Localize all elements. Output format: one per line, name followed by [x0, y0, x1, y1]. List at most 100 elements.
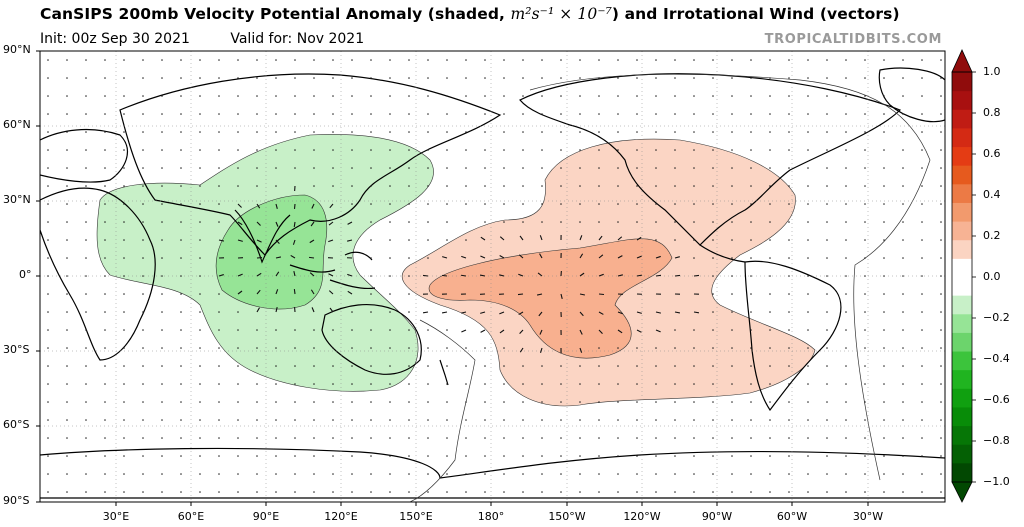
wind-vector — [769, 329, 771, 331]
wind-vector — [237, 203, 242, 208]
wind-vector — [788, 455, 790, 457]
wind-vector — [712, 131, 714, 133]
wind-vector — [864, 257, 866, 259]
wind-vector — [180, 473, 182, 475]
wind-vector — [389, 221, 391, 223]
wind-vector — [845, 167, 847, 169]
wind-vector — [218, 203, 220, 205]
wind-vector — [921, 365, 923, 367]
wind-vector — [539, 347, 543, 353]
wind-vector — [731, 239, 733, 241]
wind-vector — [522, 149, 524, 151]
wind-vector — [290, 254, 296, 259]
wind-vector — [636, 347, 638, 349]
colorbar-label: 0.4 — [983, 188, 1001, 201]
colorbar-segment — [952, 165, 972, 185]
wind-vector — [142, 257, 144, 259]
wind-vector — [408, 221, 410, 223]
wind-vector — [731, 347, 733, 349]
wind-vector — [636, 311, 642, 314]
wind-vector — [408, 383, 410, 385]
wind-vector — [446, 185, 448, 187]
wind-vector — [142, 365, 144, 367]
wind-vector — [750, 131, 752, 133]
wind-vector — [921, 347, 923, 349]
colorbar-label: 0.8 — [983, 106, 1001, 119]
wind-vector — [845, 365, 847, 367]
wind-vector — [636, 274, 643, 277]
wind-vector — [85, 167, 87, 169]
wind-vector — [693, 455, 695, 457]
wind-vector — [199, 221, 201, 223]
wind-vector — [883, 95, 885, 97]
wind-vector — [427, 257, 429, 259]
wind-vector — [674, 491, 676, 493]
wind-vector — [427, 167, 429, 169]
wind-vector — [788, 221, 790, 223]
wind-vector — [85, 113, 87, 115]
wind-vector — [845, 275, 847, 277]
wind-vector — [769, 95, 771, 97]
wind-vector — [47, 131, 49, 133]
wind-vector — [921, 293, 923, 295]
wind-vector — [104, 59, 106, 61]
wind-vector — [807, 419, 809, 421]
axis-ticks — [36, 50, 869, 506]
wind-vector — [256, 383, 258, 385]
colorbar-segment — [952, 183, 972, 203]
wind-vector — [484, 167, 486, 169]
wind-vector — [427, 419, 429, 421]
wind-vector — [674, 221, 676, 223]
wind-vector — [636, 491, 638, 493]
wind-vector — [826, 275, 828, 277]
wind-vector — [66, 203, 68, 205]
wind-vector — [674, 95, 676, 97]
wind-vector — [47, 203, 49, 205]
wind-vector — [807, 167, 809, 169]
wind-vector — [598, 419, 600, 421]
wind-vector — [161, 455, 163, 457]
wind-vector — [845, 491, 847, 493]
wind-vector — [332, 401, 334, 403]
wind-vector — [845, 131, 847, 133]
wind-vector — [123, 257, 125, 259]
wind-vector — [883, 311, 885, 313]
lat-label-30n: 30°N — [3, 193, 31, 206]
wind-vector — [47, 239, 49, 241]
wind-vector — [807, 239, 809, 241]
wind-vector — [85, 437, 87, 439]
wind-vector — [237, 185, 239, 187]
wind-vector — [636, 149, 638, 151]
wind-vector — [484, 113, 486, 115]
colorbar-segment — [952, 146, 972, 166]
wind-vector — [461, 311, 467, 314]
wind-vector — [807, 365, 809, 367]
wind-vector — [864, 95, 866, 97]
wind-vector — [47, 257, 49, 259]
wind-vector — [161, 329, 163, 331]
wind-vector — [940, 149, 942, 151]
wind-vector — [503, 473, 505, 475]
wind-vector — [484, 131, 486, 133]
wind-vector — [921, 419, 923, 421]
wind-vector — [579, 185, 581, 187]
wind-vector — [636, 131, 638, 133]
wind-vector — [104, 311, 106, 313]
wind-vector — [921, 113, 923, 115]
wind-vector — [598, 401, 600, 403]
wind-vector — [541, 203, 543, 205]
wind-vector — [199, 329, 201, 331]
wind-vector — [940, 185, 942, 187]
wind-vector — [85, 401, 87, 403]
wind-vector — [940, 419, 942, 421]
wind-vector — [479, 274, 486, 277]
wind-vector — [921, 149, 923, 151]
wind-vector — [541, 185, 543, 187]
wind-vector — [294, 437, 296, 439]
wind-vector — [519, 329, 524, 335]
wind-vector — [731, 257, 733, 259]
wind-vector — [693, 437, 695, 439]
wind-vector — [161, 473, 163, 475]
wind-vector — [883, 113, 885, 115]
wind-vector — [408, 437, 410, 439]
